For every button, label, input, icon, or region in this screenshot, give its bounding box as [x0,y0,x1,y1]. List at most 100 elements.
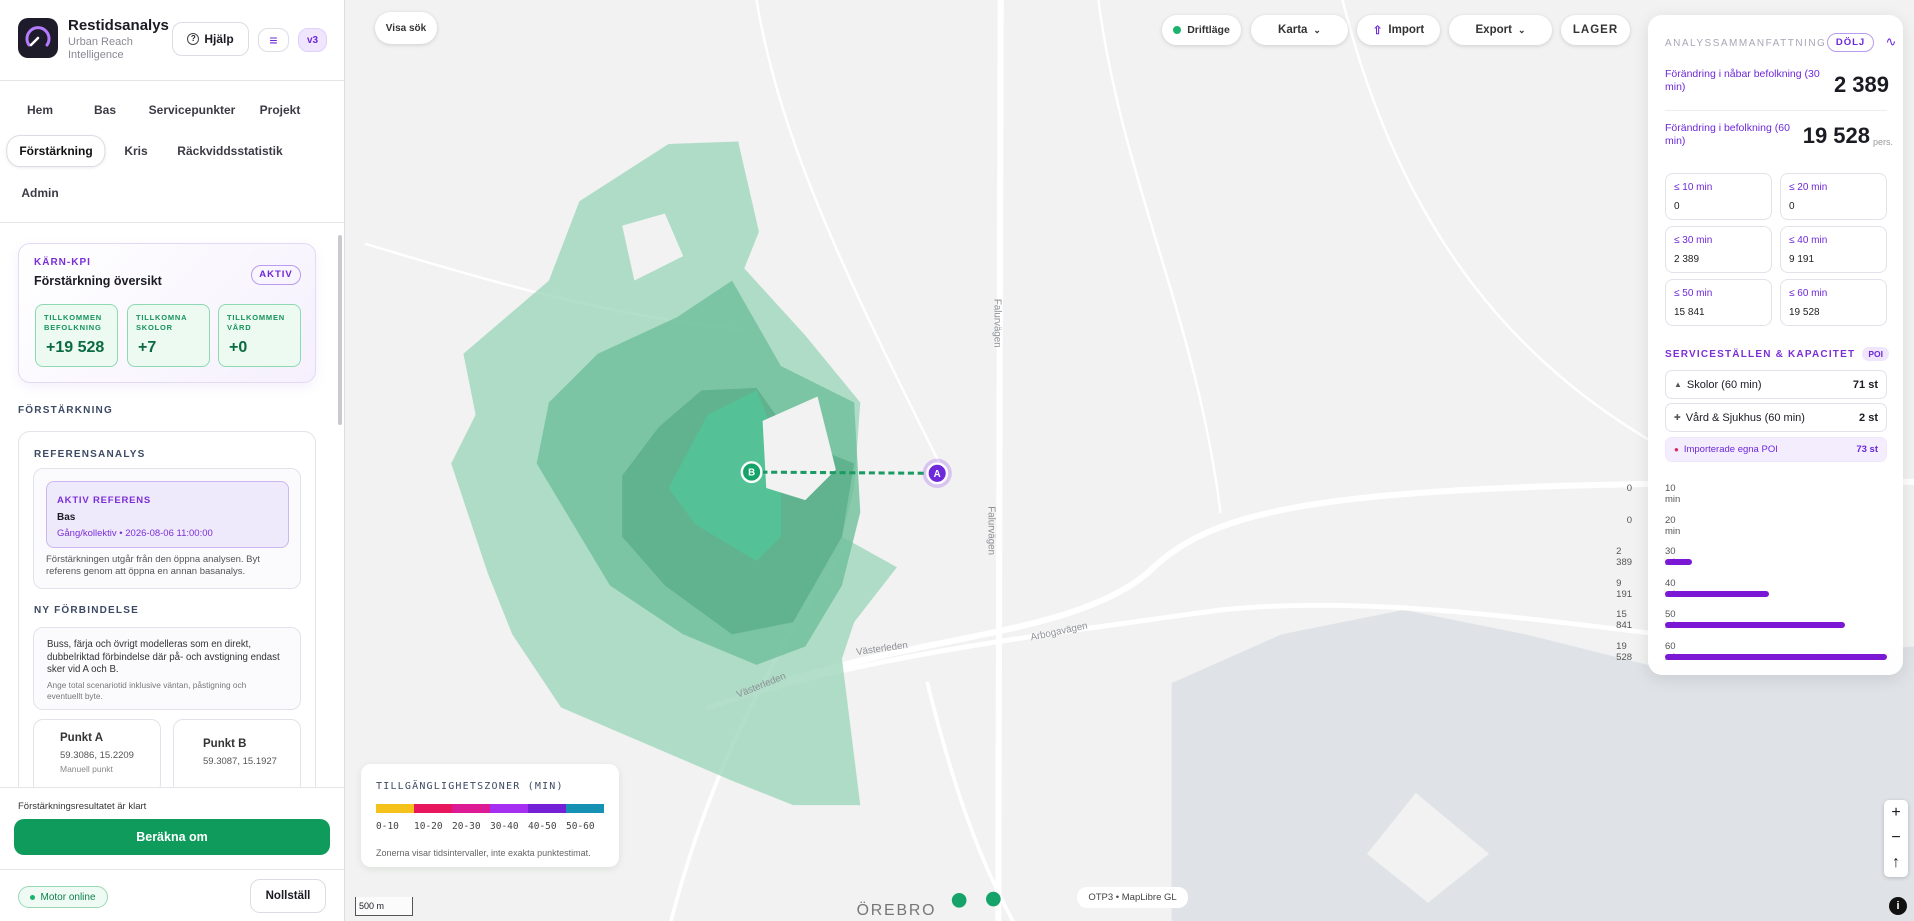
kpi-stat-value: +7 [138,339,157,356]
help-button[interactable]: ? Hjälp [172,22,249,56]
divider [0,787,344,788]
stat-label: ≤ 60 min [1789,288,1828,299]
export-button[interactable]: Export ⌄ [1449,15,1552,45]
legend-label: 50-60 [566,821,595,832]
tab[interactable]: Kris [124,144,148,158]
legend-note: Zonerna visar tidsintervaller, inte exak… [376,848,591,858]
stat-value: 0 [1674,201,1680,212]
g [364,0,1914,921]
poi-icon: ● [1674,445,1679,454]
help-text: Hjälp [204,32,234,46]
menu-button[interactable]: ≡ [258,28,289,52]
active-reference: AKTIV REFERENS Bas Gång/kollektiv • 2026… [46,481,289,548]
path [1366,792,1490,903]
legend-label: 20-30 [452,821,481,832]
poi-value: 71 st [1852,378,1878,391]
tab[interactable]: Admin [21,186,59,200]
legend-zone: 0-10 [376,804,414,840]
path [1097,0,1222,514]
layers-button[interactable]: LAGER [1561,15,1630,45]
kpi-eyebrow: KÄRN-KPI [34,257,91,268]
stat-label: ≤ 20 min [1789,182,1828,193]
kpi-stat-label: TILLKOMMEN BEFOLKNING [44,313,102,332]
scale-bar: 500 m [355,897,413,916]
engine-text: Motor online [40,891,96,903]
import-button[interactable]: ⇧ Import [1357,15,1440,45]
connection-title: NY FÖRBINDELSE [34,605,139,616]
mode-button[interactable]: Driftläge [1162,15,1241,45]
tab[interactable]: Räckviddsstatistik [177,144,283,158]
reference-box: AKTIV REFERENS Bas Gång/kollektiv • 2026… [33,468,301,589]
export-text: Export [1475,24,1512,36]
status-text: Förstärkningsresultatet är klart [18,801,147,812]
zoom-controls[interactable]: + − ↑ [1884,800,1908,877]
poi-name: ● Importerade egna POI [1674,444,1778,455]
reinforcement-card: REFERENSANALYS AKTIV REFERENS Bas Gång/k… [18,431,316,787]
point-coords: 59.3087, 15.1927 [203,756,277,767]
kpi-stat-value: +0 [229,339,248,356]
brand-name: Restidsanalys [68,17,169,34]
poi-row: ▲ Skolor (60 min) 71 st [1665,370,1887,399]
metric-label: Förändring i befolkning (60 min) [1665,122,1790,147]
tab[interactable]: Förstärkning [6,135,106,167]
bar [1665,559,1693,566]
kpi-title: Förstärkning översikt [34,274,162,288]
legend-label: 0-10 [376,821,399,832]
point-b[interactable]: Punkt B 59.3087, 15.1927 [173,719,301,787]
tab[interactable]: Bas [93,103,117,117]
stat-cell: ≤ 60 min 19 528 [1780,279,1887,326]
map-label: ÖREBRO [857,901,937,919]
point-name: Punkt A [60,732,104,744]
connection-box: Buss, färja och övrigt modelleras som en… [33,627,301,710]
hide-button[interactable]: DÖLJ [1827,33,1874,52]
line [29,36,40,47]
sidebar: Restidsanalys Urban Reach Intelligence ?… [0,0,345,921]
pulse-icon[interactable]: ∿ [1885,34,1897,49]
tab[interactable]: Projekt [259,103,301,117]
icon: ⇧ [1372,25,1383,37]
kpi-stat-value: +19 528 [46,339,105,356]
poi-row: ✚ Vård & Sjukhus (60 min) 2 st [1665,403,1887,432]
sidebar-content: KÄRN-KPI Förstärkning översikt AKTIV TIL… [0,222,344,787]
stat-label: ≤ 50 min [1674,288,1713,299]
marker-b[interactable]: B [748,468,755,479]
circle [951,892,967,908]
connection-hint: Ange total scenariotid inklusive väntan,… [47,680,247,701]
circle [926,462,949,485]
reset-button[interactable]: Nollställ [250,879,326,913]
poi-icon: ▲ [1674,380,1682,389]
poi-row: ● Importerade egna POI 73 st [1665,437,1887,462]
recalculate-button[interactable]: Beräkna om [14,819,330,855]
poi-icon: ✚ [1674,413,1681,422]
poi-name: ✚ Vård & Sjukhus (60 min) [1674,412,1805,424]
engine-status: Motor online [18,886,108,908]
info-button[interactable]: i [1889,897,1907,915]
active-reference-label: AKTIV REFERENS [57,495,152,506]
basemap-button[interactable]: Karta ⌄ [1251,15,1348,45]
attribution: OTP3 • MapLibre GL [1077,887,1188,908]
stat-label: ≤ 10 min [1674,182,1713,193]
legend-zones: 0-10 10-20 20-30 30-40 40-50 50-60 [376,804,604,840]
path [705,602,1663,710]
poi-value: 2 st [1859,411,1878,424]
divider [0,222,344,223]
poi-label: Importerade egna POI [1683,444,1778,455]
point-coords: 59.3086, 15.2209 [60,750,134,761]
legend-swatch [490,804,528,813]
version-badge: v3 [298,28,327,52]
marker-a[interactable]: A [934,469,941,480]
stat-value: 19 528 [1789,307,1820,318]
show-search-button[interactable]: Visa sök [375,12,437,44]
point-a[interactable]: Punkt A 59.3086, 15.2209 Manuell punkt [33,719,161,787]
legend-zone: 30-40 [490,804,528,840]
kpi-stat: TILLKOMNA SKOLOR +7 [127,304,210,367]
bar [1665,654,1887,660]
section-title: FÖRSTÄRKNING [18,405,113,416]
tab[interactable]: Hem [26,103,54,117]
path [668,390,781,562]
bar [1665,590,1770,597]
poi-badge: POI [1862,347,1889,361]
tab[interactable]: Servicepunkter [148,103,236,117]
